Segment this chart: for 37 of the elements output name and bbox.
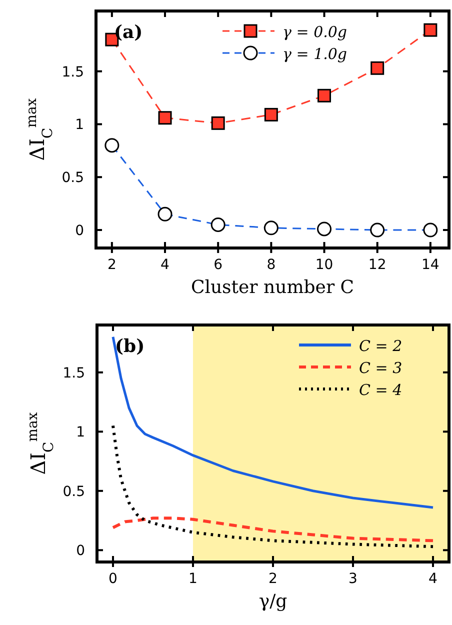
x-axis-title: γ/g <box>258 591 288 612</box>
legend-label: γ = 1.0g <box>282 45 348 63</box>
x-tick-label: 6 <box>214 257 223 273</box>
legend-label: C = 3 <box>359 359 402 377</box>
y-tick-label: 0.5 <box>62 484 85 500</box>
x-tick-label: 14 <box>422 257 440 273</box>
point <box>264 108 278 122</box>
point <box>318 88 332 102</box>
line-series <box>112 336 434 509</box>
legend-label: C = 4 <box>359 381 402 399</box>
x-tick-label: 8 <box>266 257 276 273</box>
x-tick-label: 12 <box>368 257 386 273</box>
point <box>211 116 225 130</box>
y-tick-label: 1 <box>76 424 85 441</box>
legend-label: C = 2 <box>359 337 402 355</box>
x-tick-label: 1 <box>188 571 198 587</box>
line-series <box>112 516 434 542</box>
y-tick-label: 1.5 <box>62 64 84 80</box>
y-tick-label: 0.5 <box>62 170 84 186</box>
x-tick-label: 4 <box>428 571 438 587</box>
y-tick-label: 0 <box>75 223 84 240</box>
x-tick-label: 2 <box>107 257 116 273</box>
x-tick-label: 2 <box>268 571 278 587</box>
point <box>370 61 384 75</box>
point <box>158 111 172 125</box>
x-tick-label: 4 <box>160 257 170 273</box>
legend-label: γ = 0.0g <box>282 23 348 41</box>
y-tick-label: 1 <box>75 117 84 134</box>
x-tick-label: 3 <box>348 571 358 587</box>
x-tick-label: 10 <box>315 257 334 273</box>
y-tick-label: 0 <box>76 543 85 560</box>
x-tick-label: 0 <box>108 571 118 587</box>
y-tick-label: 1.5 <box>62 365 85 382</box>
x-axis-title: Cluster number C <box>190 277 354 298</box>
annotation: (b) <box>115 336 145 357</box>
point <box>424 23 438 37</box>
line-series <box>112 424 434 548</box>
